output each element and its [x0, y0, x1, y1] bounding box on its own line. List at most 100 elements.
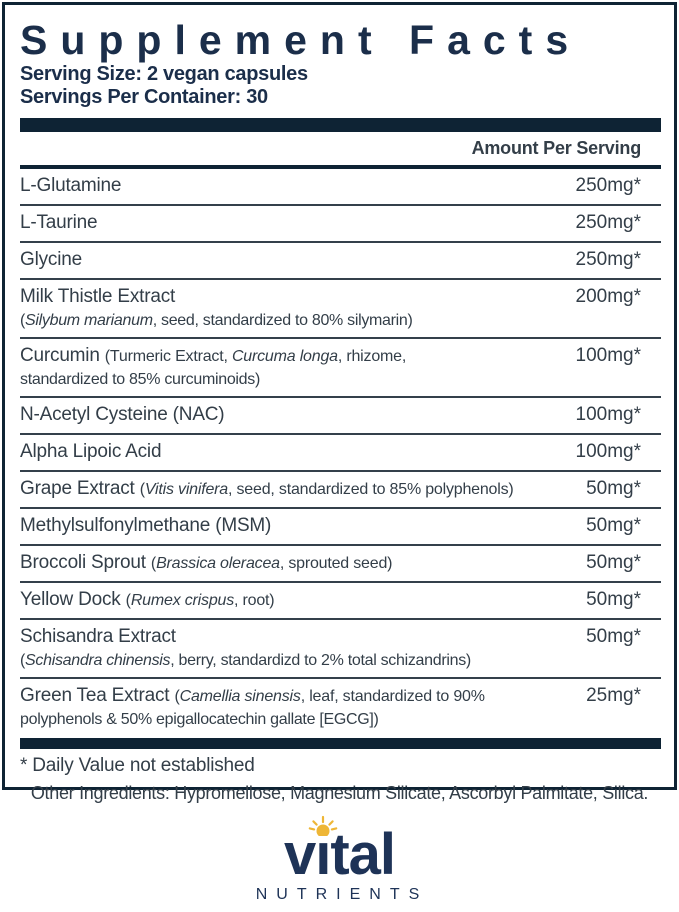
ingredient-text-segment: Silybum marianum — [25, 312, 153, 329]
ingredient-row: Schisandra Extract (Schisandra chinensis… — [20, 620, 661, 679]
ingredient-amount: 250mg* — [575, 175, 642, 196]
ingredient-amount: 100mg* — [575, 404, 642, 425]
ingredient-detail: (Schisandra chinensis, berry, standardiz… — [20, 650, 578, 672]
ingredient-amount: 25mg* — [586, 685, 641, 706]
ingredient-text-segment: Rumex crispus — [130, 592, 235, 609]
ingredient-name: Broccoli Sprout (Brassica oleracea, spro… — [20, 550, 578, 576]
ingredient-text-segment: standardized to 85% curcuminoids) — [20, 371, 261, 388]
ingredient-text-segment: N-Acetyl Cysteine (NAC) — [20, 404, 225, 425]
logo-wordmark-i-glyph: ı — [315, 822, 331, 887]
ingredient-text-segment: ( — [174, 688, 180, 705]
ingredient-amount: 50mg* — [586, 589, 641, 610]
ingredient-amount: 50mg* — [586, 478, 641, 499]
logo-wordmark-start: v — [283, 822, 316, 887]
ingredient-amount: 250mg* — [575, 249, 642, 270]
ingredient-row: Glycine 250mg* — [20, 243, 661, 280]
ingredient-row: Green Tea Extract (Camellia sinensis, le… — [20, 679, 661, 736]
supplement-facts-panel: Supplement Facts Serving Size: 2 vegan c… — [2, 2, 677, 790]
ingredient-name: Methylsulfonylmethane (MSM) — [20, 513, 578, 539]
ingredient-name: Curcumin (Turmeric Extract, Curcuma long… — [20, 343, 568, 369]
ingredient-list: L-Glutamine 250mg* L-Taurine 250mg* Glyc… — [20, 169, 661, 736]
ingredient-name: Schisandra Extract — [20, 624, 578, 650]
ingredient-text-segment: , root) — [234, 592, 275, 609]
ingredient-name: Glycine — [20, 247, 568, 273]
servings-per-container: Servings Per Container: 30 — [20, 86, 268, 108]
ingredient-text-segment: Schisandra chinensis — [25, 652, 171, 669]
panel-title: Supplement Facts — [20, 17, 582, 63]
ingredient-text: Glycine — [20, 247, 568, 273]
ingredient-text-segment: , berry, standardizd to 2% total schizan… — [170, 652, 471, 669]
ingredient-text: Schisandra Extract (Schisandra chinensis… — [20, 624, 578, 672]
ingredient-text-segment: (Turmeric Extract, — [104, 348, 232, 365]
ingredient-name: L-Glutamine — [20, 173, 568, 199]
amount-per-serving-header: Amount Per Serving — [471, 138, 642, 158]
ingredient-text-segment: Glycine — [20, 249, 82, 270]
ingredient-amount: 250mg* — [575, 212, 642, 233]
ingredient-name: L-Taurine — [20, 210, 568, 236]
ingredient-text-segment: , leaf, standardized to 90% — [300, 688, 485, 705]
ingredient-text: L-Taurine — [20, 210, 568, 236]
ingredient-text-segment: Green Tea Extract — [20, 685, 175, 706]
ingredient-text: Broccoli Sprout (Brassica oleracea, spro… — [20, 550, 578, 576]
ingredient-name: Alpha Lipoic Acid — [20, 439, 568, 465]
brand-logo: vı tal NUTRIENTS — [0, 815, 679, 904]
ingredient-text-segment: ( — [20, 652, 26, 669]
ingredient-row: L-Glutamine 250mg* — [20, 169, 661, 206]
logo-subtext: NUTRIENTS — [255, 886, 429, 903]
ingredient-row: N-Acetyl Cysteine (NAC) 100mg* — [20, 398, 661, 435]
ingredient-text-segment: polyphenols & 50% epigallocatechin galla… — [20, 711, 379, 728]
ingredient-text-segment: Vitis vinifera — [144, 481, 229, 498]
ingredient-text-segment: L-Taurine — [20, 212, 98, 233]
ingredient-text: L-Glutamine — [20, 173, 568, 199]
ingredient-amount: 100mg* — [575, 441, 642, 462]
ingredient-amount: 50mg* — [586, 626, 641, 647]
ingredient-text: Curcumin (Turmeric Extract, Curcuma long… — [20, 343, 568, 391]
ingredient-detail: standardized to 85% curcuminoids) — [20, 369, 568, 391]
ingredient-text: Milk Thistle Extract (Silybum marianum, … — [20, 284, 568, 332]
ingredient-text-segment: L-Glutamine — [20, 175, 122, 196]
ingredient-text-segment: , seed, standardized to 85% polyphenols) — [228, 481, 514, 498]
ingredient-text-segment: , sprouted seed) — [279, 555, 393, 572]
ingredient-text-segment: Grape Extract — [20, 478, 140, 499]
ingredient-amount: 200mg* — [575, 286, 642, 307]
ingredient-text-segment: Brassica oleracea — [156, 555, 280, 572]
ingredient-text: Alpha Lipoic Acid — [20, 439, 568, 465]
ingredient-text-segment: Schisandra Extract — [20, 626, 176, 647]
ingredient-name: Milk Thistle Extract — [20, 284, 568, 310]
ingredient-text-segment: Camellia sinensis — [179, 688, 301, 705]
ingredient-row: Methylsulfonylmethane (MSM) 50mg* — [20, 509, 661, 546]
logo-wordmark: vı tal — [283, 815, 396, 887]
ingredient-row: Alpha Lipoic Acid 100mg* — [20, 435, 661, 472]
ingredient-text-segment: ( — [20, 312, 26, 329]
daily-value-footnote: * Daily Value not established — [20, 755, 255, 776]
ingredient-text-segment: ( — [150, 555, 157, 572]
ingredient-text: Green Tea Extract (Camellia sinensis, le… — [20, 683, 578, 731]
ingredient-text: Grape Extract (Vitis vinifera, seed, sta… — [20, 476, 578, 502]
ingredient-name: Grape Extract (Vitis vinifera, seed, sta… — [20, 476, 578, 502]
logo-wordmark-end: tal — [330, 822, 396, 887]
other-ingredients: Other Ingredients: Hypromellose, Magnesi… — [30, 783, 649, 803]
ingredient-name: N-Acetyl Cysteine (NAC) — [20, 402, 568, 428]
ingredient-text-segment: Curcumin — [20, 345, 105, 366]
ingredient-text-segment: , seed, standardized to 80% silymarin) — [152, 312, 413, 329]
ingredient-amount: 50mg* — [586, 552, 641, 573]
ingredient-row: Curcumin (Turmeric Extract, Curcuma long… — [20, 339, 661, 398]
footnote-divider-bar — [20, 738, 661, 749]
ingredient-text-segment: ( — [125, 592, 131, 609]
top-divider-bar — [20, 118, 661, 132]
ingredient-text: N-Acetyl Cysteine (NAC) — [20, 402, 568, 428]
ingredient-text-segment: Yellow Dock — [20, 589, 126, 610]
ingredient-detail: (Silybum marianum, seed, standardized to… — [20, 310, 568, 332]
ingredient-name: Green Tea Extract (Camellia sinensis, le… — [20, 683, 578, 709]
ingredient-row: Broccoli Sprout (Brassica oleracea, spro… — [20, 546, 661, 583]
ingredient-text-segment: Broccoli Sprout — [20, 552, 151, 573]
ingredient-text-segment: Methylsulfonylmethane (MSM) — [20, 515, 272, 536]
ingredient-amount: 50mg* — [586, 515, 641, 536]
ingredient-row: Milk Thistle Extract (Silybum marianum, … — [20, 280, 661, 339]
ingredient-text-segment: Alpha Lipoic Acid — [20, 441, 162, 462]
header-rule — [20, 165, 661, 169]
ingredient-text-segment: , rhizome, — [337, 348, 407, 365]
logo-wordmark-i: ı — [308, 815, 338, 887]
ingredient-text-segment: Curcuma longa — [231, 348, 338, 365]
